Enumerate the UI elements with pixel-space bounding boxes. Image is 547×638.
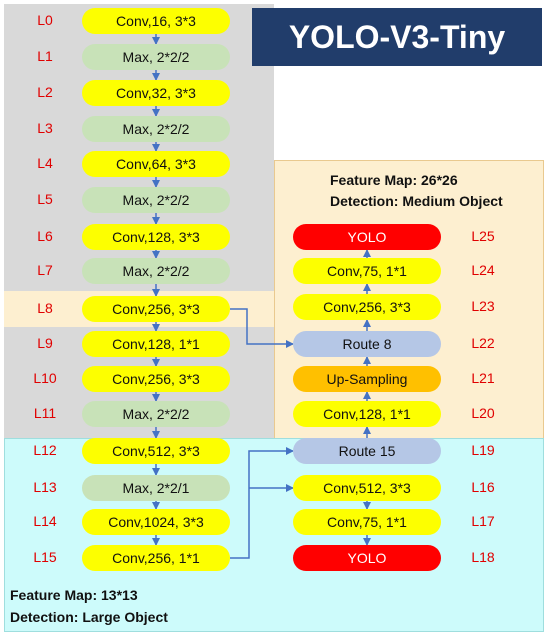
layer-node-l23: Conv,256, 3*3: [293, 294, 441, 320]
layer-node-l11: Max, 2*2/2: [82, 401, 230, 427]
layer-node-l3: Max, 2*2/2: [82, 116, 230, 142]
layer-label-l22: L22: [471, 335, 495, 351]
layer-node-l24: Conv,75, 1*1: [293, 258, 441, 284]
layer-label-l14: L14: [33, 513, 57, 529]
layer-label-l0: L0: [37, 12, 53, 28]
layer-node-l8: Conv,256, 3*3: [82, 296, 230, 322]
layer-node-l4: Conv,64, 3*3: [82, 151, 230, 177]
layer-node-l18: YOLO: [293, 545, 441, 571]
layer-label-l3: L3: [37, 120, 53, 136]
layer-node-l22: Route 8: [293, 331, 441, 357]
layer-label-l2: L2: [37, 84, 53, 100]
layer-node-l17: Conv,75, 1*1: [293, 509, 441, 535]
layer-node-l20: Conv,128, 1*1: [293, 401, 441, 427]
layer-label-l7: L7: [37, 262, 53, 278]
layer-label-l10: L10: [33, 370, 57, 386]
large-detection-region: [4, 438, 544, 632]
layer-node-l1: Max, 2*2/2: [82, 44, 230, 70]
layer-node-l16: Conv,512, 3*3: [293, 475, 441, 501]
layer-label-l17: L17: [471, 513, 495, 529]
layer-label-l16: L16: [471, 479, 495, 495]
large-feature-map-note: Feature Map: 13*13: [10, 587, 138, 603]
backbone-region: [4, 4, 274, 438]
layer-label-l25: L25: [471, 228, 495, 244]
layer-node-l14: Conv,1024, 3*3: [82, 509, 230, 535]
layer-node-l13: Max, 2*2/1: [82, 475, 230, 501]
layer-label-l19: L19: [471, 442, 495, 458]
layer-label-l20: L20: [471, 405, 495, 421]
medium-feature-map-note: Feature Map: 26*26: [330, 172, 458, 188]
layer-label-l8: L8: [37, 300, 53, 316]
layer-node-l10: Conv,256, 3*3: [82, 366, 230, 392]
route-8-connector: [230, 308, 294, 348]
layer-node-l7: Max, 2*2/2: [82, 258, 230, 284]
layer-label-l1: L1: [37, 48, 53, 64]
layer-label-l11: L11: [33, 405, 57, 421]
route-15-connector: [230, 447, 294, 559]
layer-node-l2: Conv,32, 3*3: [82, 80, 230, 106]
layer-label-l9: L9: [37, 335, 53, 351]
layer-label-l4: L4: [37, 155, 53, 171]
layer-node-l9: Conv,128, 1*1: [82, 331, 230, 357]
layer-label-l23: L23: [471, 298, 495, 314]
layer-label-l24: L24: [471, 262, 495, 278]
layer-node-l15: Conv,256, 1*1: [82, 545, 230, 571]
layer-node-l6: Conv,128, 3*3: [82, 224, 230, 250]
layer-label-l18: L18: [471, 549, 495, 565]
layer-label-l13: L13: [33, 479, 57, 495]
layer-label-l15: L15: [33, 549, 57, 565]
layer-label-l12: L12: [33, 442, 57, 458]
large-detection-note: Detection: Large Object: [10, 609, 168, 625]
layer-node-l12: Conv,512, 3*3: [82, 438, 230, 464]
layer-node-l5: Max, 2*2/2: [82, 187, 230, 213]
layer-label-l21: L21: [471, 370, 495, 386]
medium-detection-note: Detection: Medium Object: [330, 193, 503, 209]
layer-node-l25: YOLO: [293, 224, 441, 250]
layer-node-l21: Up-Sampling: [293, 366, 441, 392]
layer-node-l0: Conv,16, 3*3: [82, 8, 230, 34]
diagram-title: YOLO-V3-Tiny: [252, 8, 542, 66]
layer-node-l19: Route 15: [293, 438, 441, 464]
layer-label-l6: L6: [37, 228, 53, 244]
layer-label-l5: L5: [37, 191, 53, 207]
